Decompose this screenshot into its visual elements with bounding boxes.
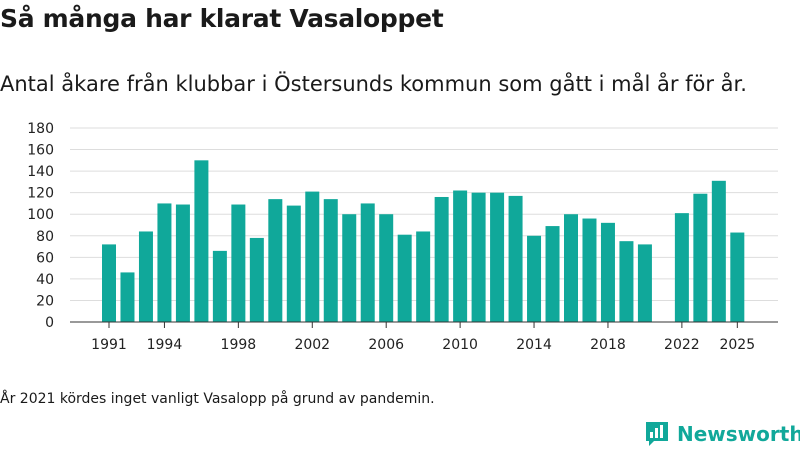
y-tick-label-120: 120 <box>27 186 54 202</box>
bar-1992 <box>120 272 135 322</box>
bar-2009 <box>434 196 449 322</box>
bar-2012 <box>490 192 505 322</box>
x-tick-label-2025: 2025 <box>719 337 755 353</box>
bar-2000 <box>268 199 283 322</box>
brand[interactable]: Newsworthy <box>644 419 800 449</box>
bar-2007 <box>397 234 412 322</box>
bar-2022 <box>674 213 689 322</box>
y-tick-label-180: 180 <box>27 121 54 137</box>
bar-2002 <box>305 191 320 322</box>
y-tick-label-40: 40 <box>36 272 54 288</box>
bar-2004 <box>342 214 357 322</box>
bar-1998 <box>231 204 246 322</box>
bar-1995 <box>175 204 190 322</box>
y-tick-label-0: 0 <box>45 315 54 331</box>
x-tick-label-2006: 2006 <box>368 337 404 353</box>
bar-2010 <box>453 190 468 322</box>
x-tick-label-2014: 2014 <box>516 337 552 353</box>
bar-2014 <box>527 235 542 322</box>
bar-2017 <box>582 218 597 322</box>
bar-2025 <box>730 232 745 322</box>
bar-2005 <box>360 203 375 322</box>
bar-2003 <box>323 199 338 322</box>
bar-2013 <box>508 195 523 322</box>
y-tick-label-160: 160 <box>27 143 54 159</box>
x-tick-label-1998: 1998 <box>221 337 257 353</box>
bar-1996 <box>194 160 209 322</box>
x-tick-label-1991: 1991 <box>91 337 127 353</box>
x-tick-label-2010: 2010 <box>442 337 478 353</box>
bar-chart: 0 20 40 60 80 100 120 140 160 180 1991 1994 1998 200… <box>27 121 778 353</box>
x-tick-label-1994: 1994 <box>147 337 183 353</box>
bar-2019 <box>619 241 634 322</box>
bar-2023 <box>693 193 708 322</box>
brand-name: Newsworthy <box>677 422 800 446</box>
bar-2008 <box>416 231 431 322</box>
bar-1994 <box>157 203 172 322</box>
bar-2024 <box>711 180 726 322</box>
bars <box>102 160 745 322</box>
bar-2020 <box>637 244 652 322</box>
newsworthy-logo-icon <box>646 422 668 446</box>
chart-subtitle: Antal åkare från klubbar i Östersunds ko… <box>0 72 747 96</box>
y-tick-label-100: 100 <box>27 207 54 223</box>
y-tick-label-140: 140 <box>27 164 54 180</box>
x-tick-label-2002: 2002 <box>294 337 330 353</box>
y-tick-label-80: 80 <box>36 229 54 245</box>
bar-1999 <box>249 237 264 322</box>
bar-1993 <box>138 231 153 322</box>
bar-1997 <box>212 250 227 322</box>
bar-2016 <box>564 214 578 322</box>
y-tick-label-20: 20 <box>36 293 54 309</box>
x-tick-label-2022: 2022 <box>664 337 700 353</box>
bar-1991 <box>102 244 116 322</box>
bar-2015 <box>545 226 560 322</box>
bar-2011 <box>471 192 486 322</box>
x-tick-label-2018: 2018 <box>590 337 626 353</box>
bar-2006 <box>379 214 394 322</box>
bar-2018 <box>600 222 615 322</box>
y-tick-label-60: 60 <box>36 250 54 266</box>
footnote: År 2021 kördes inget vanligt Vasalopp på… <box>0 391 435 407</box>
chart-title: Så många har klarat Vasaloppet <box>0 4 444 33</box>
bar-2001 <box>286 205 301 322</box>
y-axis-labels: 0 20 40 60 80 100 120 140 160 180 <box>27 121 54 331</box>
x-axis: 1991 1994 1998 2002 2006 2010 2014 2018 2022 2025 <box>70 321 778 353</box>
